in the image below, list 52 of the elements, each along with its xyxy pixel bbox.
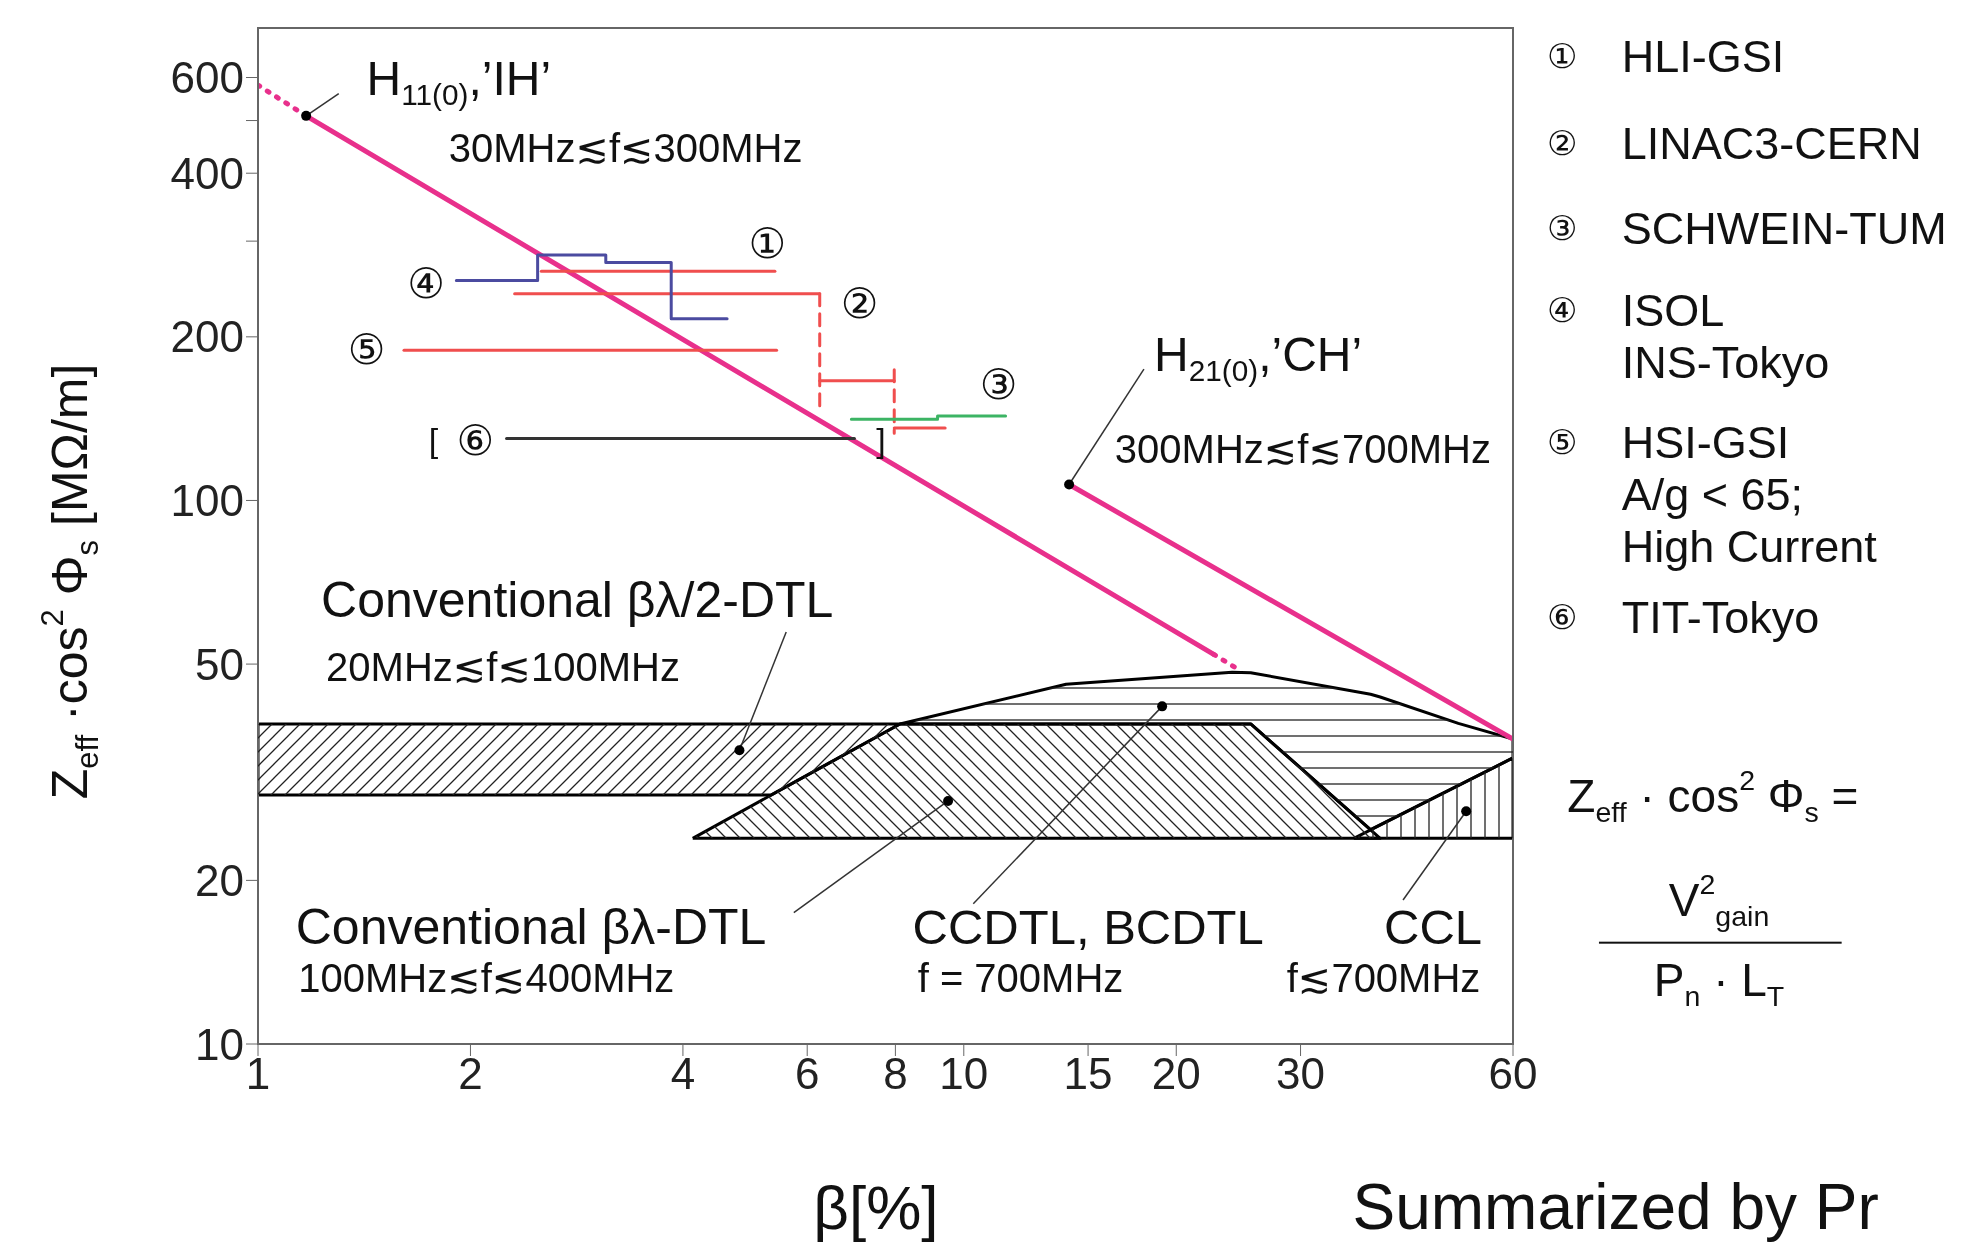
x-tick-label: 15 <box>1063 1049 1113 1099</box>
text: P$_{n}$ · L$_{T}$ <box>1653 953 1785 1012</box>
annotation: ⑥ <box>456 416 495 464</box>
annotation: ⑤ <box>347 325 386 373</box>
x-tick-label: 10 <box>939 1049 989 1099</box>
annotation: CCL <box>1384 899 1483 954</box>
annotation: CCDTL, BCDTL <box>912 899 1264 954</box>
text: ⑥ <box>1547 597 1578 636</box>
text: Summarized by Pr <box>1352 1171 1879 1244</box>
text: LINAC3-CERN <box>1621 117 1922 169</box>
text: Z$_{eff}$ · cos$^{2}$ Φ$_{s}$ = <box>1567 764 1859 829</box>
y-tick-label: 100 <box>170 476 244 526</box>
annotation: f = 700MHz <box>917 956 1124 1001</box>
text: ④ <box>1547 290 1578 329</box>
x-tick-label: 30 <box>1276 1049 1326 1099</box>
x-tick-label: 60 <box>1488 1049 1538 1099</box>
text: ③ <box>1547 208 1578 247</box>
x-tick-label: 2 <box>458 1049 483 1099</box>
x-tick-label: 20 <box>1151 1049 1201 1099</box>
annotation: f≲700MHz <box>1286 956 1481 1001</box>
y-tick-label: 400 <box>170 148 244 198</box>
y-tick-label: 20 <box>195 856 244 905</box>
annotation: 300MHz≲f≲700MHz <box>1114 426 1491 471</box>
text: HSI-GSI A/g < 65; High Current <box>1621 416 1878 572</box>
y-tick-label: 50 <box>195 639 244 689</box>
text: HLI-GSI <box>1621 30 1785 82</box>
x-tick-label: 6 <box>794 1049 820 1099</box>
annotation: ④ <box>407 259 445 307</box>
annotation: 100MHz≲f≲400MHz <box>298 956 675 1001</box>
y-tick-label: 600 <box>170 53 244 103</box>
text: ISOL INS-Tokyo <box>1621 284 1830 387</box>
annotation: 30MHz≲f≲300MHz <box>448 125 803 170</box>
y-tick-label: 200 <box>170 312 244 362</box>
annotation: H$_{11(0)}$,’IH’ <box>366 51 552 112</box>
text: SCHWEIN-TUM <box>1621 202 1947 254</box>
annotation: 20MHz≲f≲100MHz <box>326 645 680 690</box>
text: TIT-Tokyo <box>1621 591 1820 643</box>
annotation: [ <box>428 420 439 459</box>
annotation: Conventional βλ/2-DTL <box>321 572 834 629</box>
annotation: ② <box>840 279 879 327</box>
annotation: ] <box>876 420 886 459</box>
x-tick-label: 4 <box>670 1049 696 1099</box>
annotation: ① <box>748 219 787 267</box>
x-tick-label: 8 <box>883 1049 908 1099</box>
text: ② <box>1547 123 1578 162</box>
x-axis-title: β[%] <box>813 1172 939 1242</box>
annotation: Conventional βλ-DTL <box>295 898 767 955</box>
annotation: ③ <box>979 360 1018 408</box>
annotation: H$_{21(0)}$,’CH’ <box>1154 327 1363 387</box>
text: ⑤ <box>1547 423 1578 462</box>
x-tick-label: 1 <box>245 1049 271 1099</box>
text: ① <box>1547 36 1578 75</box>
